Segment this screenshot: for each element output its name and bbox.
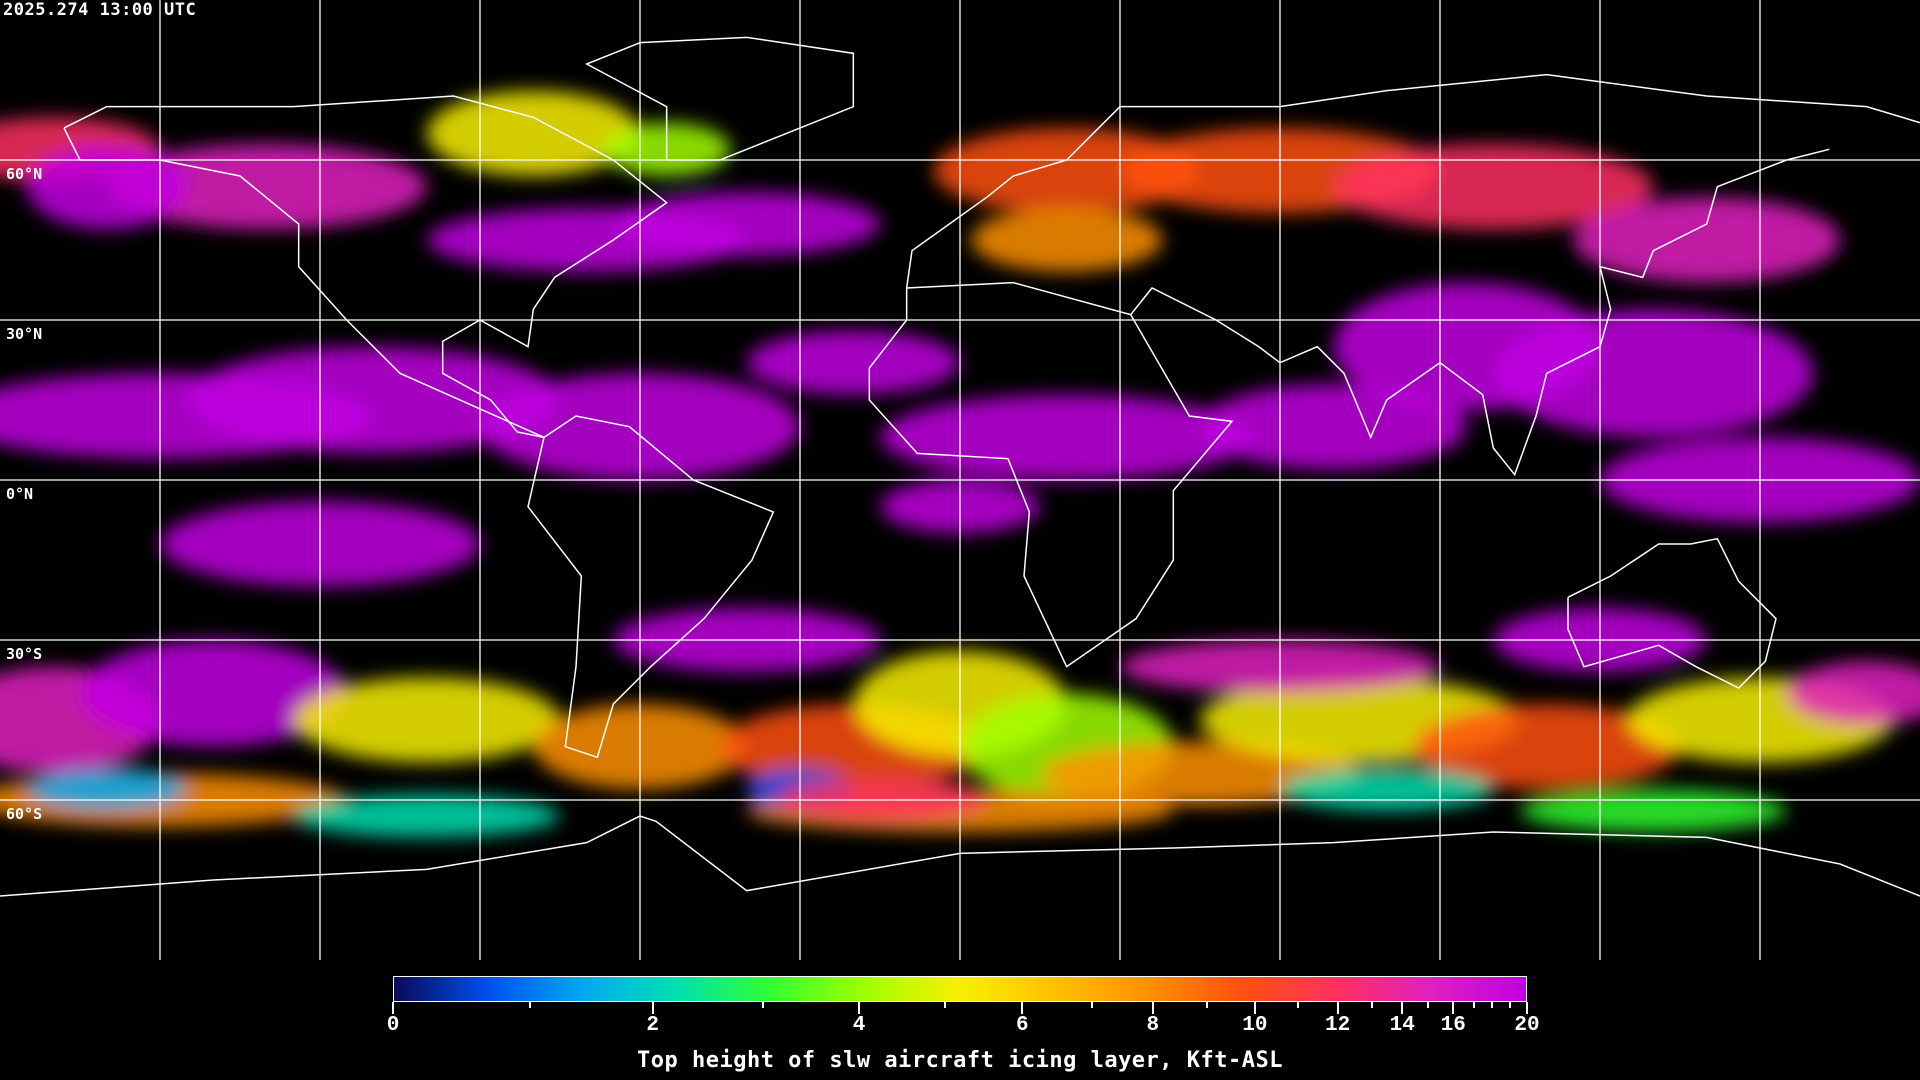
colorbar-major-tick [1336,1002,1339,1014]
coastline [1130,148,1830,477]
colorbar-major-tick [392,1002,394,1014]
colorbar-major-tick [858,1002,861,1014]
icing-region [1200,384,1467,470]
colorbar-title: Top height of slw aircraft icing layer, … [636,1048,1284,1073]
colorbar-major-tick [1253,1002,1256,1014]
colorbar-tick-label: 8 [1146,1014,1160,1037]
colorbar-minor-tick [1427,1002,1430,1008]
icing-region [186,346,560,454]
icing-field [0,90,1920,838]
colorbar-minor-tick [1296,1002,1299,1008]
colorbar-tick-label: 10 [1242,1014,1268,1037]
icing-region [293,677,560,763]
icing-region [880,394,1254,480]
lat-label: 0°N [6,485,34,503]
colorbar-major-tick [1401,1002,1404,1014]
colorbar-minor-tick [1508,1002,1511,1008]
icing-region [80,640,347,747]
icing-region [746,330,960,395]
colorbar-major-tick [651,1002,654,1014]
icing-region [613,192,880,256]
icing-region [1280,768,1494,811]
colorbar-tick-label: 6 [1016,1014,1029,1037]
icing-region [1786,661,1920,726]
lat-label: 60°S [6,805,43,823]
icing-region [933,128,1200,214]
colorbar-minor-tick [1206,1002,1209,1008]
colorbar-tick-label: 2 [646,1014,659,1037]
coastline [868,281,1234,668]
icing-region [1493,309,1814,438]
colorbar-major-tick [1151,1002,1154,1014]
colorbar-minor-tick [761,1002,764,1008]
coastline [0,815,1920,897]
colorbar-major-tick [1021,1002,1024,1014]
lat-label: 30°S [6,645,43,663]
colorbar-tick-label: 16 [1440,1014,1466,1037]
icing-region [970,208,1163,272]
coastline [527,415,775,759]
lat-label: 30°N [6,325,43,343]
colorbar-minor-tick [1490,1002,1493,1008]
icing-region [293,794,560,838]
colorbar-minor-tick [1090,1002,1093,1008]
colorbar-major-tick [1526,1002,1528,1014]
colorbar-tick-label: 20 [1514,1014,1540,1037]
coastline [63,95,668,439]
icing-map [0,0,1920,960]
colorbar-minor-tick [1370,1002,1373,1008]
colorbar [393,976,1527,1002]
icing-region [1520,789,1787,832]
graticule [0,0,1920,960]
timestamp: 2025.274 13:00 UTC [3,0,197,20]
colorbar-tick-label: 14 [1389,1014,1415,1037]
colorbar-minor-tick [529,1002,532,1008]
colorbar-minor-tick [1472,1002,1475,1008]
icing-region [426,90,640,176]
icing-region [1413,704,1680,790]
coastline [905,73,1920,289]
colorbar-tick-label: 0 [386,1014,400,1037]
colorbar-tick-label: 12 [1325,1014,1351,1037]
icing-region [1573,197,1840,283]
colorbar-tick-label: 4 [852,1014,866,1037]
colorbar-minor-tick [944,1002,947,1008]
icing-region [26,144,187,230]
icing-region [1333,144,1654,230]
colorbar-major-tick [1452,1002,1455,1014]
lat-label: 60°N [6,165,43,183]
icing-region [26,768,187,811]
